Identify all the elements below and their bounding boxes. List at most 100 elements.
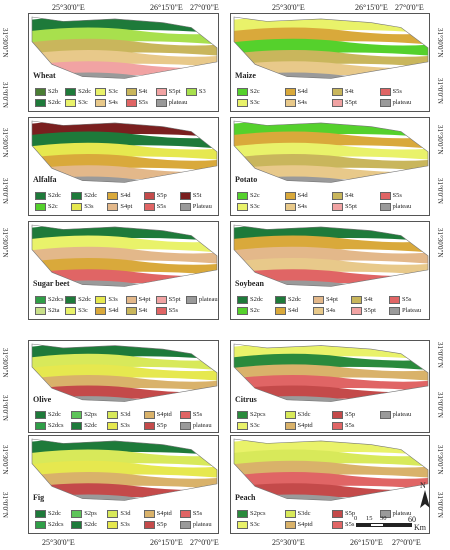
legend-label: S2pcs (250, 510, 266, 517)
legend-label: S2dc (288, 296, 301, 303)
legend-label: S2dc (78, 296, 92, 303)
legend-swatch (155, 99, 167, 108)
legend-item: plateau (379, 203, 411, 212)
legend-label: S3s (120, 521, 130, 528)
legend-swatch (284, 421, 296, 430)
legend-swatch (71, 192, 83, 201)
legend: S2pcs S3dc S5p plateau S3c S4ptd S5s (231, 341, 429, 432)
legend-label: S2dc (48, 192, 61, 199)
legend-label: S4d (108, 307, 119, 314)
lat-right-4: 31°0'0"N (436, 178, 444, 204)
legend-item: S5p (332, 510, 355, 519)
crop-label: Maize (235, 71, 256, 81)
map-outline (31, 438, 218, 501)
legend-item: S2pcs (237, 410, 266, 419)
legend-item: plateau (379, 510, 411, 519)
legend: S2dc S2ps S3d S4ptd S5s S2dcs S2dc S3s S5p platea… (29, 341, 218, 432)
legend: S2c S4d S4t S5s S3c S4s S5pt plateau (231, 118, 429, 215)
legend-item: S5s (179, 410, 203, 419)
legend-swatch (155, 296, 167, 305)
lat-right-6: 31°0'0"N (436, 342, 444, 368)
legend-label: S2c (250, 192, 260, 199)
legend: S2dc S2ps S3d S4ptd S5s S2dcs S2dc S3s S5p platea… (29, 436, 218, 533)
legend-label: S5s (192, 410, 203, 418)
map-shape (233, 343, 429, 402)
legend-label: Plateau (192, 203, 212, 210)
legend-label: S2b (48, 88, 59, 95)
legend-swatch (125, 307, 137, 316)
legend-label: S4t (345, 192, 354, 199)
legend: S2dc S2dc S4d S5p S5t S2c S3s S4pt S5s Plateau (29, 118, 218, 215)
legend-label: S4t (138, 307, 148, 314)
map-shape (31, 224, 218, 287)
legend-swatch (179, 510, 191, 519)
legend-label: S2c (250, 88, 260, 95)
legend-swatch (179, 521, 191, 530)
legend-label: S3s (84, 203, 94, 210)
map-shape (233, 16, 429, 79)
legend-item: S2dcs (35, 421, 64, 430)
legend-label: S4pt (120, 203, 133, 210)
legend-item: S2pcs (237, 510, 266, 519)
legend-swatch (143, 192, 155, 201)
map-shape (233, 224, 429, 287)
lat-right-3: 31°30'0"N (436, 125, 444, 155)
legend-item: S4d (275, 307, 298, 316)
legend-label: S2ta (48, 307, 60, 314)
legend-label: S2dc (48, 410, 61, 418)
legend-swatch (185, 88, 197, 97)
legend-swatch (35, 192, 46, 201)
map-outline (233, 224, 429, 287)
legend-swatch (107, 203, 119, 212)
legend-swatch (95, 307, 107, 316)
legend-item: S4ptd (284, 421, 313, 430)
legend-swatch (237, 99, 248, 108)
map-panel-maize: Maize S2c S4d S4t S5s S3c S4s S5pt plateau (230, 13, 430, 112)
legend-swatch (95, 99, 107, 108)
legend-swatch (351, 296, 362, 305)
legend-label: S5p (156, 192, 167, 199)
legend-label: S5pt (168, 88, 181, 95)
legend-item: S2dc (275, 296, 301, 305)
legend-swatch (143, 410, 155, 419)
bottom-axis-label-1: 25°30'0"E (42, 538, 75, 547)
legend-label: S2dc (48, 99, 61, 106)
legend-swatch (284, 521, 296, 530)
map-outline (233, 16, 429, 79)
legend-label: plateau (392, 99, 412, 106)
lat-left-8: 31°30'0"N (1, 445, 9, 475)
lat-left-9: 31°0'0"N (1, 492, 9, 518)
map-panel-alfalfa: Alfalfa S2dc S2dc S4d S5p S5t S2c S3s S4pt S5s Pla… (28, 117, 219, 216)
crop-label: Olive (33, 394, 52, 404)
legend-item: S4s (284, 99, 307, 108)
legend-label: S3c (250, 521, 260, 528)
top-axis-label-1: 25°30'0"E (52, 3, 85, 12)
legend-label: plateau (198, 296, 218, 303)
legend-item: plateau (379, 410, 412, 419)
legend-swatch (65, 88, 77, 97)
legend-swatch (65, 99, 77, 108)
legend-item: S4pt (313, 296, 338, 305)
legend-label: S2dc (78, 88, 92, 95)
legend-label: S2dc (84, 421, 98, 429)
map-shape (31, 343, 218, 402)
legend-swatch (125, 99, 137, 108)
lat-left-7: 31°0'0"N (1, 395, 9, 421)
legend-item: S2dc (65, 88, 92, 97)
legend-label: plateau (392, 410, 412, 418)
legend-swatch (389, 296, 400, 305)
legend-swatch (95, 88, 107, 97)
legend-swatch (237, 410, 248, 419)
legend-label: S3c (78, 99, 88, 106)
legend-item: S5p (143, 521, 167, 530)
legend-item: S5s (379, 88, 402, 97)
legend-label: Plateau (402, 307, 422, 314)
legend-label: S3 (198, 88, 206, 95)
legend-item: S3c (237, 421, 260, 430)
bottom-axis-label-5: 26°15'0"E (350, 538, 383, 547)
legend-label: S4ptd (156, 410, 172, 418)
legend-label: S3c (250, 99, 260, 106)
legend-swatch (332, 521, 343, 530)
lat-left-2: 31°0'0"N (1, 82, 9, 108)
legend-label: S5p (156, 521, 167, 528)
